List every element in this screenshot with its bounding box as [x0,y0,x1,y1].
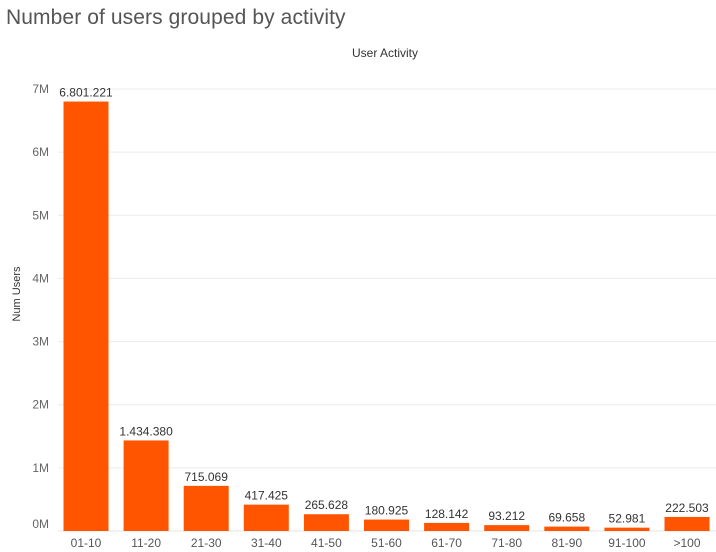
bar [604,527,650,531]
data-label: 93.212 [488,509,525,523]
y-tick-label: 5M [32,208,49,222]
bar [183,485,229,531]
x-tick-label: 41-50 [311,536,342,550]
data-label: 52.981 [609,512,646,526]
bar [424,522,470,531]
y-tick-label: 1M [32,461,49,475]
data-label: 6.801.221 [59,86,113,100]
data-label: 715.069 [185,470,229,484]
x-tick-label: 11-20 [131,536,161,550]
column-header: User Activity [351,46,418,60]
data-label: 69.658 [548,511,585,525]
y-tick-label: 3M [32,335,49,349]
x-tick-label: 01-10 [71,536,102,550]
x-axis-labels: 01-10 11-20 21-30 31-40 41-50 51-60 61-70 71-80… [71,536,701,550]
x-tick-label: 61-70 [431,536,462,550]
x-tick-label: 51-60 [371,536,402,550]
y-tick-label: 6M [32,145,49,159]
data-label: 222.503 [665,501,709,515]
bar [123,440,169,531]
y-tick-label: 0M [32,517,49,531]
bar [544,526,590,531]
y-tick-label: 7M [32,82,49,96]
y-axis-label: Num Users [11,266,23,322]
data-label: 180.925 [365,504,409,518]
x-tick-label: 21-30 [191,536,222,550]
data-label: 265.628 [305,498,349,512]
bar [243,504,289,531]
y-tick-label: 4M [32,271,49,285]
data-label: 1.434.380 [119,424,173,438]
y-axis-ticks: 0M 1M 2M 3M 4M 5M 6M 7M [32,82,49,531]
bars [63,101,710,531]
x-tick-label: >100 [673,536,700,550]
x-tick-label: 81-90 [551,536,582,550]
chart-title: Number of users grouped by activity [6,6,346,29]
x-tick-label: 31-40 [251,536,282,550]
x-tick-label: 71-80 [491,536,522,550]
bar [364,519,409,531]
data-label: 128.142 [425,507,469,521]
data-label: 417.425 [245,489,289,503]
x-tick-label: 91-100 [608,536,646,550]
y-tick-label: 2M [32,398,49,412]
bar [63,101,109,531]
bar [303,514,349,531]
bar [664,516,710,531]
bar [484,525,530,531]
value-labels: 6.801.221 1.434.380 715.069 417.425 265.628 1… [59,86,709,526]
